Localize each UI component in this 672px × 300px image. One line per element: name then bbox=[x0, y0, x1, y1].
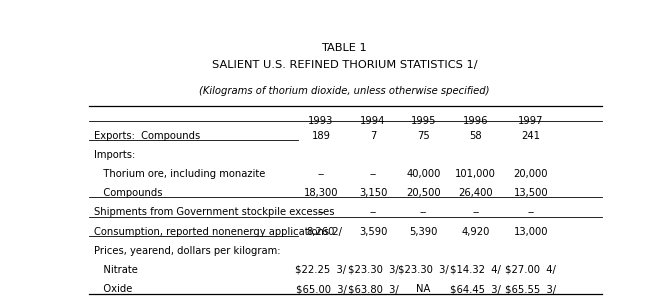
Text: Prices, yearend, dollars per kilogram:: Prices, yearend, dollars per kilogram: bbox=[94, 246, 281, 256]
Text: 1995: 1995 bbox=[411, 116, 436, 126]
Text: 189: 189 bbox=[311, 131, 331, 141]
Text: $65.55  3/: $65.55 3/ bbox=[505, 284, 556, 294]
Text: $27.00  4/: $27.00 4/ bbox=[505, 265, 556, 275]
Text: $14.32  4/: $14.32 4/ bbox=[450, 265, 501, 275]
Text: --: -- bbox=[528, 207, 534, 218]
Text: Shipments from Government stockpile excesses: Shipments from Government stockpile exce… bbox=[94, 207, 335, 218]
Text: 241: 241 bbox=[521, 131, 540, 141]
Text: 3,590: 3,590 bbox=[359, 226, 387, 237]
Text: Oxide: Oxide bbox=[94, 284, 133, 294]
Text: 13,000: 13,000 bbox=[513, 226, 548, 237]
Text: Consumption, reported nonenergy applications 2/: Consumption, reported nonenergy applicat… bbox=[94, 226, 343, 237]
Text: 4,920: 4,920 bbox=[462, 226, 490, 237]
Text: $63.80  3/: $63.80 3/ bbox=[347, 284, 398, 294]
Text: --: -- bbox=[420, 207, 427, 218]
Text: (Kilograms of thorium dioxide, unless otherwise specified): (Kilograms of thorium dioxide, unless ot… bbox=[199, 86, 490, 96]
Text: NA: NA bbox=[417, 284, 431, 294]
Text: Compounds: Compounds bbox=[94, 188, 163, 198]
Text: 5,390: 5,390 bbox=[409, 226, 437, 237]
Text: TABLE 1: TABLE 1 bbox=[321, 43, 368, 53]
Text: 13,500: 13,500 bbox=[513, 188, 548, 198]
Text: 26,400: 26,400 bbox=[458, 188, 493, 198]
Text: 1994: 1994 bbox=[360, 116, 386, 126]
Text: 1993: 1993 bbox=[308, 116, 334, 126]
Text: 1996: 1996 bbox=[463, 116, 489, 126]
Text: 20,000: 20,000 bbox=[513, 169, 548, 179]
Text: 3,150: 3,150 bbox=[359, 188, 387, 198]
Text: $64.45  3/: $64.45 3/ bbox=[450, 284, 501, 294]
Text: 8,260: 8,260 bbox=[307, 226, 335, 237]
Text: 18,300: 18,300 bbox=[304, 188, 338, 198]
Text: $22.25  3/: $22.25 3/ bbox=[296, 265, 347, 275]
Text: 75: 75 bbox=[417, 131, 430, 141]
Text: Imports:: Imports: bbox=[94, 150, 136, 160]
Text: Thorium ore, including monazite: Thorium ore, including monazite bbox=[94, 169, 266, 179]
Text: 101,000: 101,000 bbox=[455, 169, 496, 179]
Text: 40,000: 40,000 bbox=[407, 169, 441, 179]
Text: --: -- bbox=[370, 207, 377, 218]
Text: 1997: 1997 bbox=[518, 116, 544, 126]
Text: $23.30  3/: $23.30 3/ bbox=[347, 265, 398, 275]
Text: --: -- bbox=[317, 207, 325, 218]
Text: Exports:  Compounds: Exports: Compounds bbox=[94, 131, 201, 141]
Text: 20,500: 20,500 bbox=[407, 188, 441, 198]
Text: --: -- bbox=[317, 169, 325, 179]
Text: --: -- bbox=[370, 169, 377, 179]
Text: SALIENT U.S. REFINED THORIUM STATISTICS 1/: SALIENT U.S. REFINED THORIUM STATISTICS … bbox=[212, 60, 477, 70]
Text: 58: 58 bbox=[469, 131, 482, 141]
Text: $65.00  3/: $65.00 3/ bbox=[296, 284, 346, 294]
Text: --: -- bbox=[472, 207, 479, 218]
Text: $23.30  3/: $23.30 3/ bbox=[398, 265, 449, 275]
Text: 7: 7 bbox=[370, 131, 376, 141]
Text: Nitrate: Nitrate bbox=[94, 265, 138, 275]
